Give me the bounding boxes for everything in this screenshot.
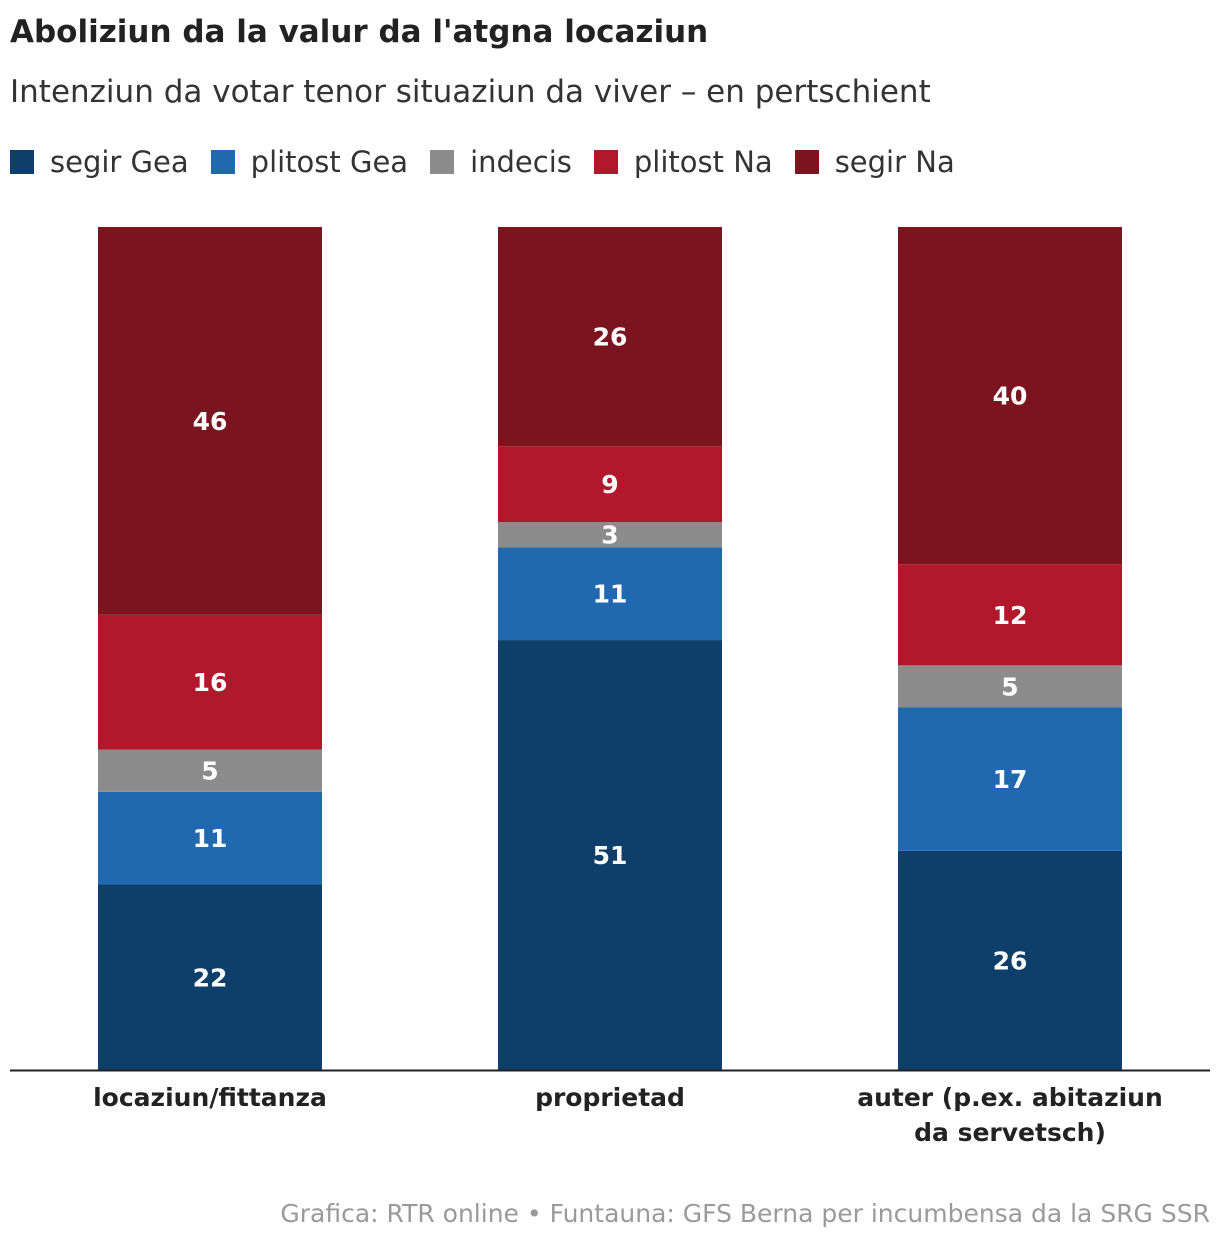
bar-segment-segir-na-0: [98, 227, 322, 615]
data-label-segir-gea-1: 51: [593, 841, 628, 870]
data-label-plitost-gea-0: 11: [193, 824, 228, 853]
legend-swatch-plitost-gea: [210, 150, 235, 174]
data-label-indecis-2: 5: [1001, 672, 1018, 701]
legend-item-plitost-gea: plitost Gea: [210, 145, 409, 179]
data-label-plitost-gea-1: 11: [593, 580, 628, 609]
legend-swatch-plitost-na: [593, 150, 618, 174]
bar-segment-segir-gea-0: [98, 884, 322, 1070]
legend-label-segir-na: segir Na: [834, 145, 955, 179]
data-label-segir-gea-0: 22: [193, 963, 228, 992]
data-label-indecis-1: 3: [601, 521, 618, 550]
bar-segment-plitost-gea-2: [898, 707, 1122, 851]
bar-segment-plitost-na-1: [498, 446, 722, 523]
category-label-proprietad: proprietad: [535, 1083, 685, 1112]
legend-swatch-segir-na: [794, 150, 819, 174]
category-label-auter: auter (p.ex. abitaziun da servetsch): [857, 1083, 1163, 1147]
legend-item-segir-gea: segir Gea: [10, 145, 189, 179]
legend-swatch-indecis: [430, 150, 455, 174]
data-label-segir-na-0: 46: [193, 407, 228, 436]
bar-segment-indecis-0: [98, 749, 322, 792]
legend-label-indecis: indecis: [470, 145, 572, 179]
bar-segment-plitost-na-0: [98, 614, 322, 750]
data-label-plitost-na-0: 16: [193, 668, 228, 697]
legend-item-segir-na: segir Na: [794, 145, 955, 179]
legend-item-indecis: indecis: [430, 145, 572, 179]
bar-segment-indecis-2: [898, 665, 1122, 708]
category-label-locaziun: locaziun/fittanza: [93, 1083, 327, 1112]
source-footer: Grafica: RTR online • Funtauna: GFS Bern…: [280, 1199, 1210, 1228]
legend-label-plitost-na: plitost Na: [633, 145, 773, 179]
bar-segment-segir-na-1: [498, 227, 722, 447]
bar-segment-segir-gea-2: [898, 850, 1122, 1070]
bar-segment-plitost-gea-0: [98, 791, 322, 885]
bar-segment-indecis-1: [498, 522, 722, 548]
data-label-plitost-gea-2: 17: [993, 765, 1028, 794]
legend-item-plitost-na: plitost Na: [593, 145, 773, 179]
bar-segment-plitost-gea-1: [498, 547, 722, 641]
data-label-indecis-0: 5: [201, 757, 218, 786]
data-label-segir-na-2: 40: [993, 382, 1028, 411]
legend-label-segir-gea: segir Gea: [50, 145, 189, 179]
data-label-segir-gea-2: 26: [993, 946, 1028, 975]
bar-segment-segir-na-2: [898, 227, 1122, 565]
legend-label-plitost-gea: plitost Gea: [250, 145, 409, 179]
data-label-plitost-na-2: 12: [993, 601, 1028, 630]
bar-segment-plitost-na-2: [898, 564, 1122, 666]
legend-swatch-segir-gea: [10, 150, 34, 174]
chart-title: Aboliziun da la valur da l'atgna locaziu…: [10, 14, 709, 50]
legend: segir Gea plitost Gea indecis plitost Na…: [10, 145, 977, 179]
data-label-segir-na-1: 26: [593, 323, 628, 352]
bar-segment-segir-gea-1: [498, 640, 722, 1070]
chart-subtitle: Intenziun da votar tenor situaziun da vi…: [10, 74, 931, 110]
data-label-plitost-na-1: 9: [601, 470, 618, 499]
